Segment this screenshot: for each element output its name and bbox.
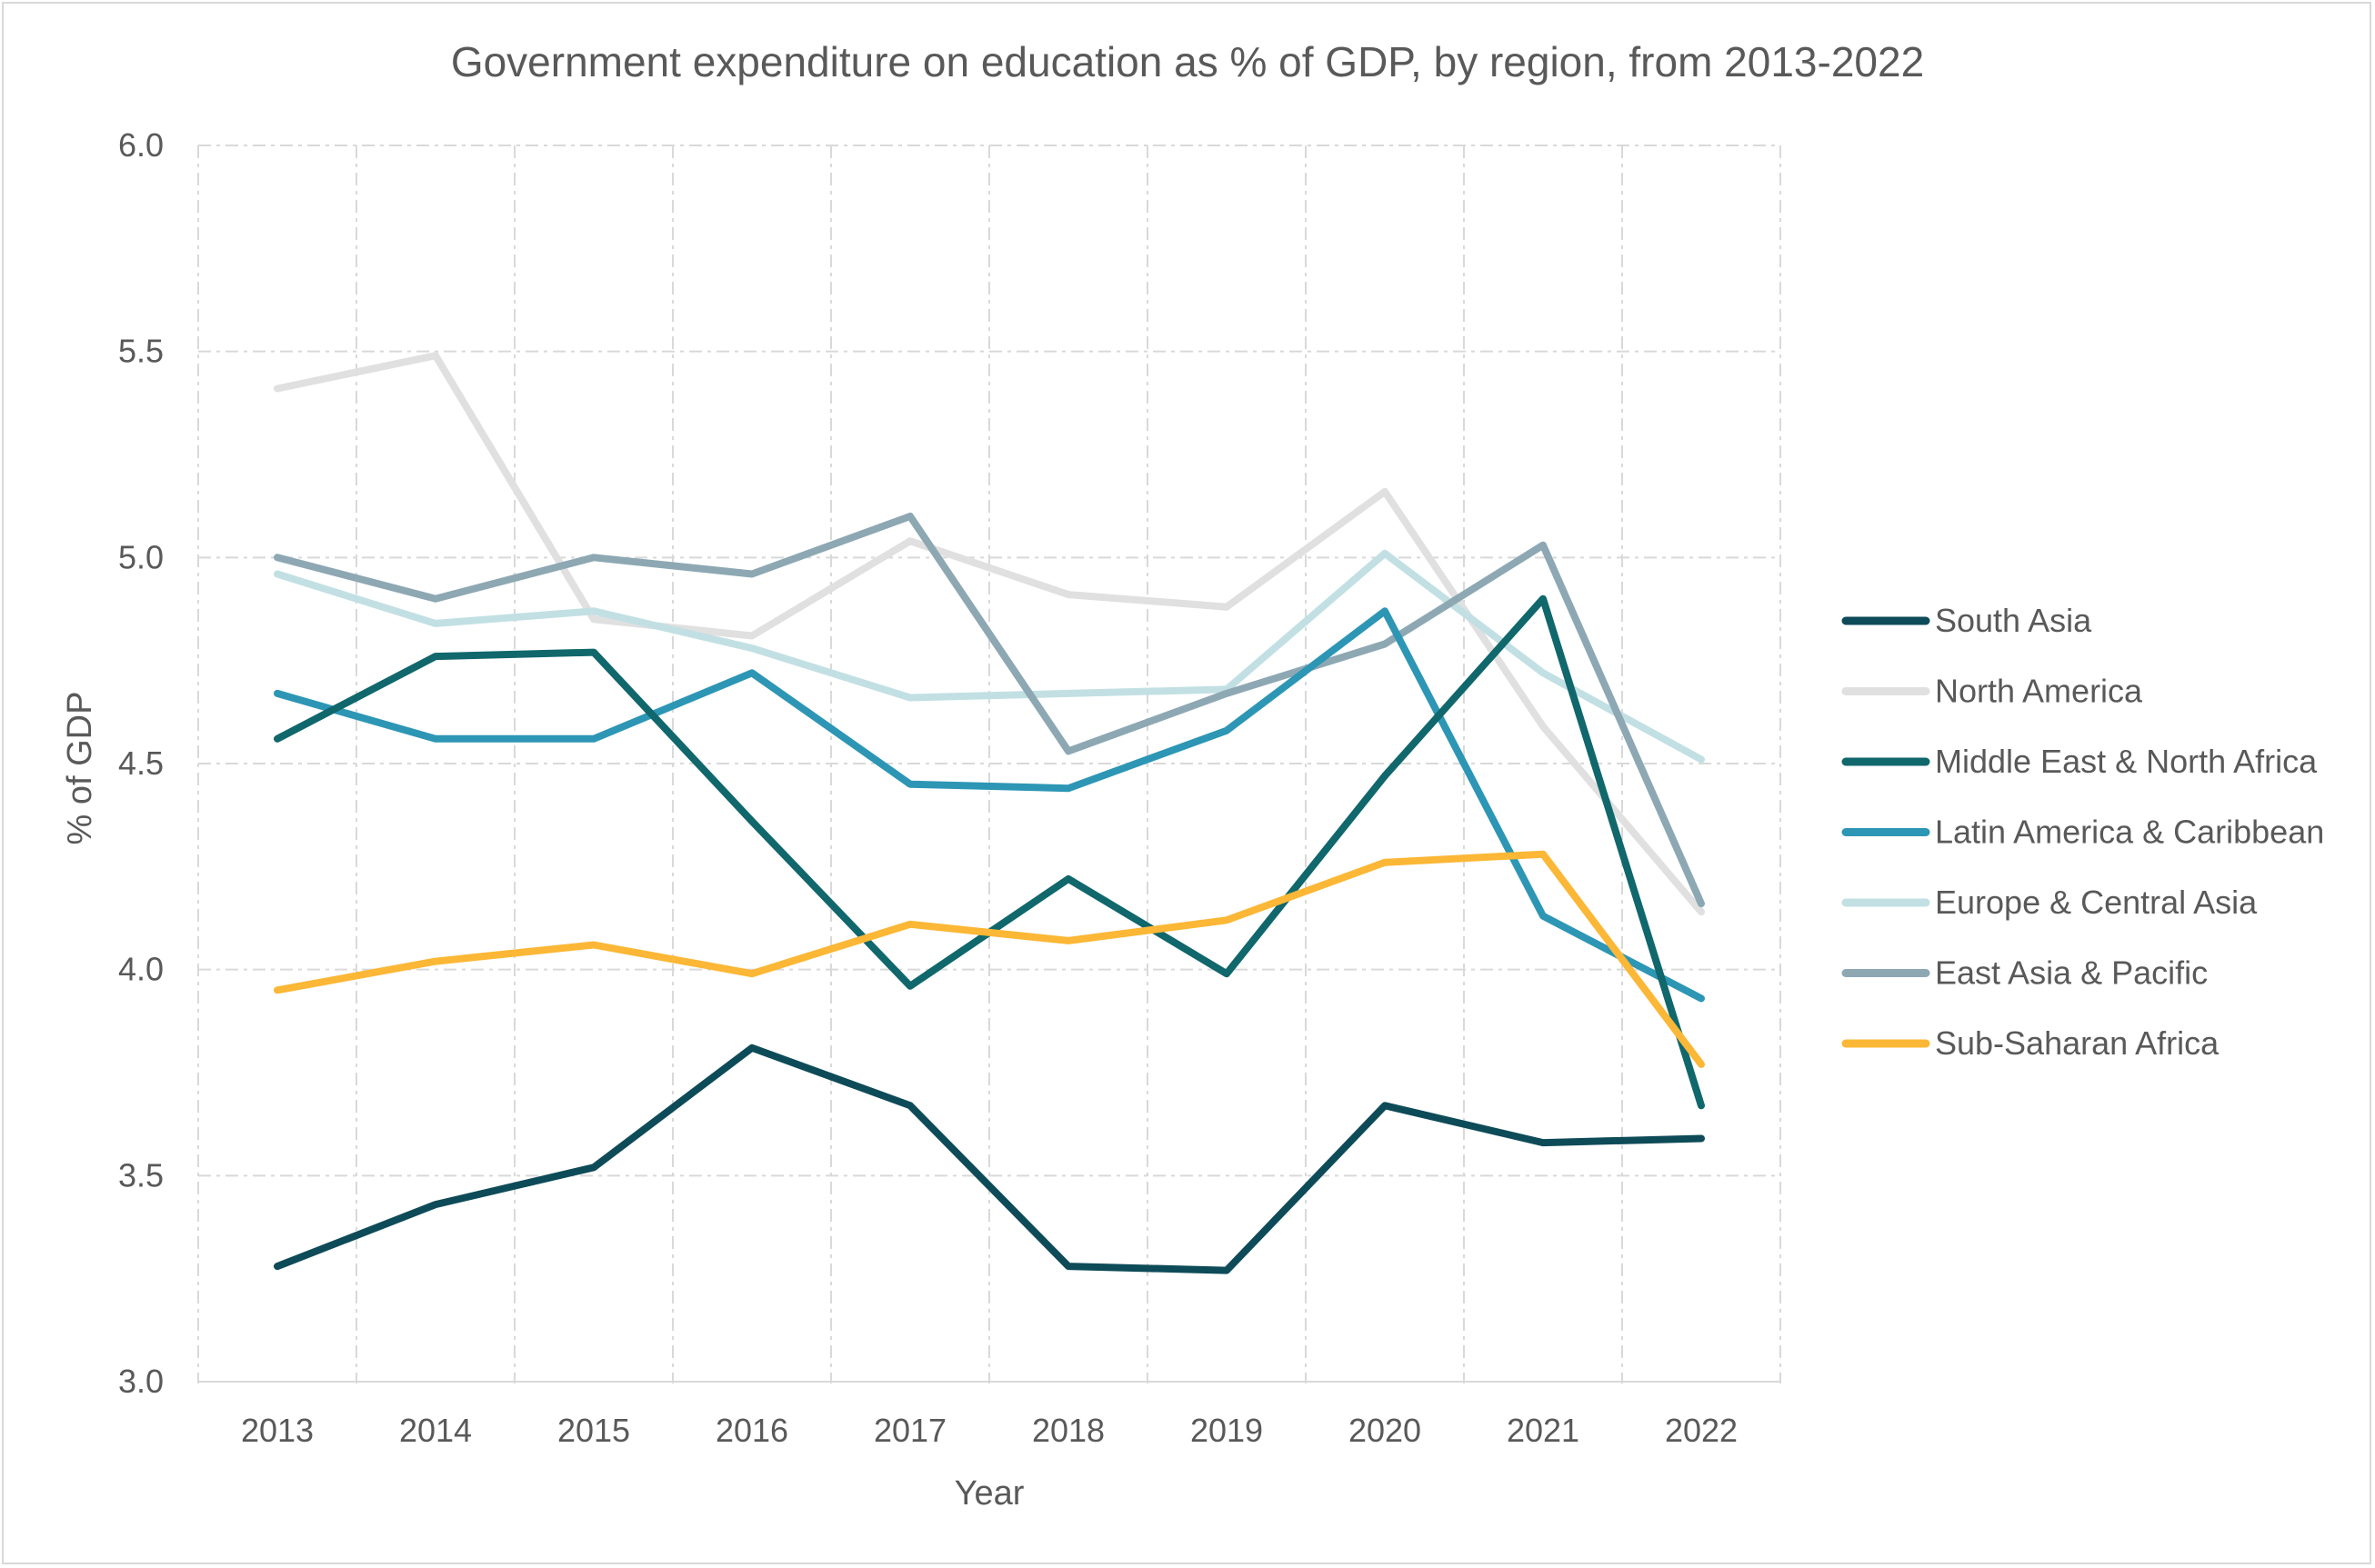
x-tick-label: 2022 [1665,1412,1738,1449]
x-tick-label: 2013 [241,1412,314,1449]
y-tick-label: 6.0 [118,126,164,164]
gridlines [197,145,1781,1383]
x-axis-title: Year [955,1474,1025,1513]
series-line-sub-saharan-africa [274,850,1705,1068]
x-tick-label: 2017 [874,1412,947,1449]
x-tick-label: 2014 [399,1412,472,1449]
x-tick-label: 2018 [1032,1412,1105,1449]
legend-label: Middle East & North Africa [1935,743,2318,780]
y-tick-label: 3.5 [118,1156,164,1193]
x-tick-label: 2020 [1348,1412,1421,1449]
chart-title: Government expenditure on education as %… [451,38,1924,85]
series-line-europe-and-central-asia [274,549,1705,764]
legend-label: Sub-Saharan Africa [1935,1024,2220,1062]
series-lines [274,352,1705,1274]
y-tick-label: 5.5 [118,333,164,370]
y-tick-label: 4.0 [118,951,164,988]
x-tick-label: 2015 [557,1412,630,1449]
x-tick-label: 2019 [1190,1412,1263,1449]
x-tick-label: 2021 [1507,1412,1579,1449]
legend: South Asia North America Middle East & Nor… [1841,602,2324,1062]
legend-label: South Asia [1935,602,2092,639]
legend-label: Latin America & Caribbean [1935,814,2324,851]
series-line-south-asia [274,1044,1705,1274]
series-line-east-asia-and-pacific [274,513,1705,908]
x-tick-label: 2016 [716,1412,788,1449]
y-axis-title: % of GDP [61,692,99,845]
axes: 3.0 3.5 4.0 4.5 5.0 5.5 6.0 2013 2014 2015 2016 201… [118,126,1780,1449]
legend-label: North America [1935,673,2143,710]
y-tick-label: 5.0 [118,538,164,575]
series-line-latin-america-and-caribbean [274,607,1705,1003]
y-tick-label: 3.0 [118,1363,164,1400]
legend-label: Europe & Central Asia [1935,884,2258,921]
legend-label: East Asia & Pacific [1935,954,2208,992]
y-tick-label: 4.5 [118,744,164,782]
